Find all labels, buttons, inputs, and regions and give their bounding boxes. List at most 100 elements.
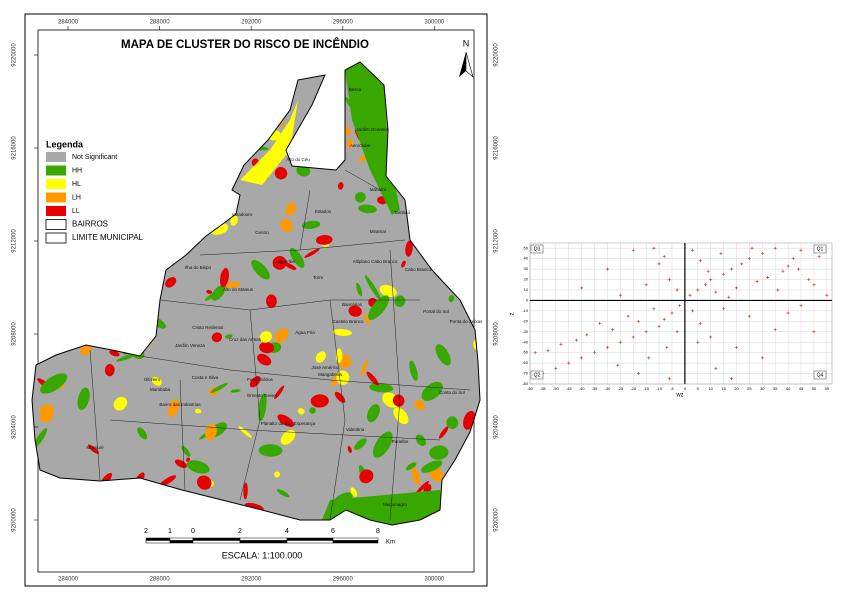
cluster-patch bbox=[304, 248, 320, 258]
x-tick-label: 40 bbox=[786, 386, 791, 391]
cluster-patch bbox=[446, 416, 459, 429]
x-tick-label: -35 bbox=[592, 386, 599, 391]
neighborhood-label: Centro bbox=[255, 230, 269, 235]
x-axis-label: wz bbox=[675, 393, 683, 399]
cluster-patch bbox=[259, 331, 272, 343]
point bbox=[773, 246, 777, 250]
point bbox=[791, 257, 795, 261]
scale-segment bbox=[286, 540, 334, 544]
cluster-patch bbox=[276, 489, 290, 498]
quadrant-label: Q2 bbox=[534, 372, 541, 378]
cluster-patch bbox=[372, 431, 393, 458]
cluster-patch bbox=[297, 408, 305, 415]
cluster-patch bbox=[186, 457, 190, 462]
y-tick-label: 10 bbox=[524, 287, 529, 292]
point bbox=[722, 307, 726, 311]
cluster-patch bbox=[87, 444, 100, 454]
map-x-tick-label: 288000 bbox=[150, 577, 171, 583]
neighborhood-label: Oitizeiro bbox=[144, 377, 161, 382]
x-tick-label: 55 bbox=[825, 386, 830, 391]
point bbox=[698, 259, 702, 263]
neighborhood-label: Varadouro bbox=[232, 212, 253, 217]
cluster-patch bbox=[401, 260, 406, 268]
point bbox=[657, 262, 661, 266]
cluster-patch bbox=[358, 204, 377, 214]
scale-label: 0 bbox=[191, 528, 195, 535]
y-tick-label: -70 bbox=[522, 371, 529, 376]
legend-title: Legenda bbox=[46, 139, 84, 149]
point bbox=[719, 251, 723, 255]
x-tick-label: 5 bbox=[697, 386, 700, 391]
cluster-patch bbox=[165, 277, 177, 288]
cluster-patch bbox=[109, 350, 120, 357]
point bbox=[662, 317, 666, 321]
point bbox=[636, 319, 640, 323]
map-y-tick-label: 9204000 bbox=[494, 415, 500, 439]
neighborhood-label: Jaguaribe bbox=[275, 259, 295, 264]
scale-unit: Km bbox=[386, 540, 395, 546]
point bbox=[817, 255, 821, 259]
neighborhood-label: Muçumagro bbox=[383, 502, 407, 507]
neighborhood-label: Castelo Branco bbox=[333, 319, 364, 324]
quadrant-label: Q4 bbox=[817, 372, 824, 378]
neighborhood-label: Água Fria bbox=[295, 329, 315, 335]
point bbox=[696, 288, 700, 292]
map-y-tick-label: 9216000 bbox=[494, 136, 500, 160]
cluster-patch bbox=[194, 408, 202, 414]
x-tick-label: -5 bbox=[670, 386, 674, 391]
cluster-patch bbox=[211, 332, 223, 343]
cluster-patch bbox=[332, 329, 352, 336]
cluster-patch bbox=[167, 399, 180, 418]
neighborhood-label: Aeroclube bbox=[350, 143, 371, 148]
point bbox=[611, 328, 615, 332]
cluster-patch bbox=[243, 482, 248, 500]
cluster-patch bbox=[77, 387, 90, 411]
cluster-patch bbox=[210, 382, 228, 393]
cluster-patch bbox=[366, 371, 379, 386]
x-tick-label: 0 bbox=[684, 386, 687, 391]
y-tick-label: 30 bbox=[524, 266, 529, 271]
neighborhood-borders bbox=[89, 169, 471, 521]
cluster-patch bbox=[289, 247, 305, 268]
cluster-patch bbox=[224, 334, 233, 339]
point bbox=[616, 363, 620, 367]
point bbox=[670, 311, 674, 315]
neighborhood-label: Alto do Céu bbox=[286, 157, 310, 162]
y-tick-label: 50 bbox=[524, 245, 529, 250]
cluster-patch bbox=[421, 381, 443, 401]
map-y-tick-label: 9200000 bbox=[494, 508, 500, 532]
cluster-patch bbox=[350, 487, 358, 497]
legend-label: BAIRROS bbox=[72, 220, 108, 229]
legend-label: HL bbox=[72, 181, 81, 188]
cluster-patch bbox=[285, 202, 297, 216]
neighborhood-label: Alto do Mateus bbox=[223, 287, 254, 292]
cluster-patch bbox=[394, 295, 406, 308]
point bbox=[631, 335, 635, 339]
cluster-patch bbox=[181, 445, 191, 457]
quadrant-box bbox=[530, 244, 544, 254]
neighborhood-label: Torre bbox=[313, 275, 324, 280]
cluster-patch bbox=[301, 220, 321, 230]
legend-label: HH bbox=[72, 167, 82, 174]
point bbox=[657, 325, 661, 329]
cluster-patch bbox=[33, 428, 48, 449]
map-x-tick-label: 292000 bbox=[241, 20, 262, 26]
point bbox=[691, 309, 695, 313]
scale-label: 2 bbox=[144, 528, 148, 535]
point bbox=[796, 267, 800, 271]
point bbox=[580, 356, 584, 360]
cluster-patch bbox=[266, 294, 277, 308]
map-y-tick-label: 9212000 bbox=[494, 229, 500, 253]
y-tick-label: -30 bbox=[522, 329, 529, 334]
map-x-tick-label: 284000 bbox=[58, 577, 79, 583]
x-tick-label: -20 bbox=[630, 386, 637, 391]
map-x-tick-label: 292000 bbox=[241, 577, 262, 583]
map-y-tick-label: 9220000 bbox=[12, 43, 18, 67]
point bbox=[799, 304, 803, 308]
cluster-patch bbox=[196, 475, 212, 490]
point bbox=[781, 269, 785, 273]
point bbox=[636, 372, 640, 376]
map-x-tick-label: 284000 bbox=[58, 20, 79, 26]
cluster-patch bbox=[415, 434, 427, 447]
x-tick-label: 10 bbox=[708, 386, 713, 391]
